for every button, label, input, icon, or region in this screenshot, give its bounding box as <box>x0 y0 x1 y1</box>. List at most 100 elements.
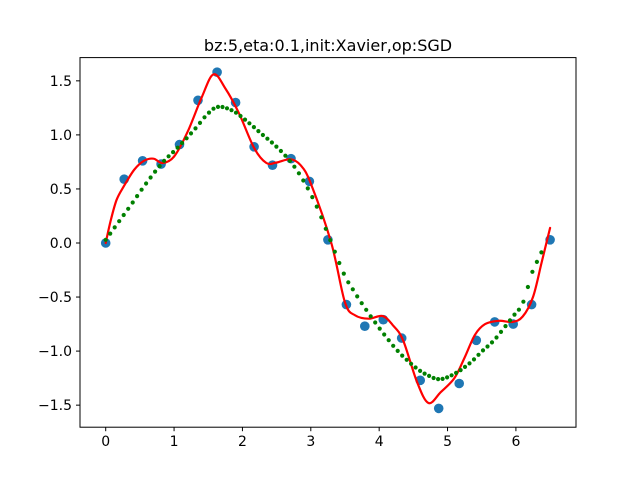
prediction-dot <box>467 361 472 366</box>
prediction-dot <box>197 120 203 125</box>
fit-line-path <box>104 73 552 405</box>
prediction-dot <box>184 136 189 141</box>
x-tick-label: 0 <box>101 434 110 450</box>
prediction-dot <box>310 195 315 200</box>
prediction-dot <box>449 373 454 378</box>
prediction-dot <box>436 377 441 382</box>
prediction-dot <box>382 332 387 337</box>
prediction-dot <box>135 194 140 199</box>
prediction-dot <box>476 352 481 357</box>
prediction-dot <box>431 375 436 381</box>
prediction-dot <box>368 314 373 319</box>
prediction-dot <box>489 340 495 345</box>
prediction-dot <box>206 110 212 115</box>
prediction-dot <box>171 150 176 155</box>
prediction-dot <box>224 106 230 111</box>
prediction-dot <box>301 178 306 183</box>
prediction-dot <box>229 108 234 113</box>
prediction-dot <box>323 226 328 231</box>
prediction-dot <box>319 215 324 220</box>
prediction-dot <box>238 113 243 119</box>
prediction-dot <box>180 140 185 146</box>
prediction-dot <box>103 237 108 242</box>
y-tick-label: 1.0 <box>50 128 72 144</box>
y-tick-label: 1.5 <box>50 74 72 90</box>
prediction-dot <box>534 259 540 264</box>
prediction-dot <box>364 307 369 312</box>
scatter-point <box>360 321 370 332</box>
prediction-dot <box>400 353 405 358</box>
prediction-dot <box>260 132 265 138</box>
x-tick-label: 5 <box>443 434 452 450</box>
prediction-dot <box>269 140 274 145</box>
scatter-point <box>454 378 465 389</box>
prediction-dot <box>153 169 158 174</box>
prediction-dot <box>215 104 221 109</box>
y-tick-label: −0.5 <box>38 290 72 306</box>
prediction-dot <box>391 343 396 348</box>
prediction-dot <box>126 206 131 211</box>
prediction-dot <box>112 225 117 230</box>
prediction-dot <box>530 269 535 274</box>
prediction-dot <box>498 329 504 334</box>
prediction-dot <box>256 129 261 134</box>
prediction-dot <box>166 154 171 159</box>
prediction-dot <box>359 301 364 306</box>
prediction-dot <box>454 370 459 375</box>
y-tick-label: −1.0 <box>38 344 72 360</box>
prediction-dot <box>355 294 360 299</box>
prediction-dot <box>130 200 135 205</box>
prediction-dot <box>144 181 149 186</box>
prediction-dot <box>211 106 216 111</box>
prediction-dot <box>503 324 508 329</box>
prediction-dot <box>220 104 225 110</box>
prediction-dot <box>440 376 445 381</box>
prediction-dot <box>539 250 544 255</box>
prediction-dot <box>413 365 418 370</box>
x-tick-label: 6 <box>511 434 520 450</box>
prediction-dot <box>283 153 288 158</box>
prediction-dot <box>287 158 292 163</box>
prediction-dot <box>314 204 319 209</box>
prediction-dot <box>121 212 126 218</box>
chart-title: bz:5,eta:0.1,init:Xavier,op:SGD <box>203 36 453 55</box>
axes-frame <box>79 57 577 428</box>
prediction-dot <box>525 284 531 290</box>
prediction-dot <box>521 299 526 304</box>
prediction-dot <box>139 187 144 192</box>
prediction-dot <box>188 131 194 136</box>
prediction-dot <box>162 158 167 163</box>
x-tick-label: 4 <box>375 434 384 450</box>
prediction-dot <box>251 125 256 130</box>
prediction-dot <box>193 126 198 131</box>
prediction-dot <box>247 121 252 126</box>
prediction-dot <box>278 148 283 154</box>
prediction-dot <box>471 357 477 362</box>
prediction-dot <box>233 110 239 115</box>
prediction-dot <box>458 368 463 373</box>
prediction-dot <box>377 326 382 331</box>
prediction-dot <box>462 364 468 369</box>
prediction-dot <box>332 249 337 254</box>
prediction-dot <box>274 144 279 149</box>
prediction-dot <box>494 335 499 340</box>
x-tick-label: 2 <box>238 434 247 450</box>
prediction-dot <box>296 171 301 176</box>
prediction-dot <box>175 145 180 150</box>
y-tick-label: 0.5 <box>50 182 72 198</box>
prediction-dot <box>337 260 342 266</box>
prediction-dot <box>346 280 351 285</box>
y-tick-label: −1.5 <box>38 398 72 414</box>
prediction-dot <box>148 175 153 180</box>
prediction-dot <box>422 371 427 376</box>
prediction-dot <box>242 117 248 122</box>
x-tick-label: 1 <box>170 434 179 450</box>
prediction-dot <box>507 318 513 323</box>
prediction-dot <box>427 373 432 378</box>
prediction-dot <box>516 307 522 312</box>
prediction-dot <box>480 348 486 353</box>
prediction-dot <box>512 312 517 317</box>
prediction-dot <box>328 238 333 243</box>
prediction-dot <box>485 344 490 349</box>
